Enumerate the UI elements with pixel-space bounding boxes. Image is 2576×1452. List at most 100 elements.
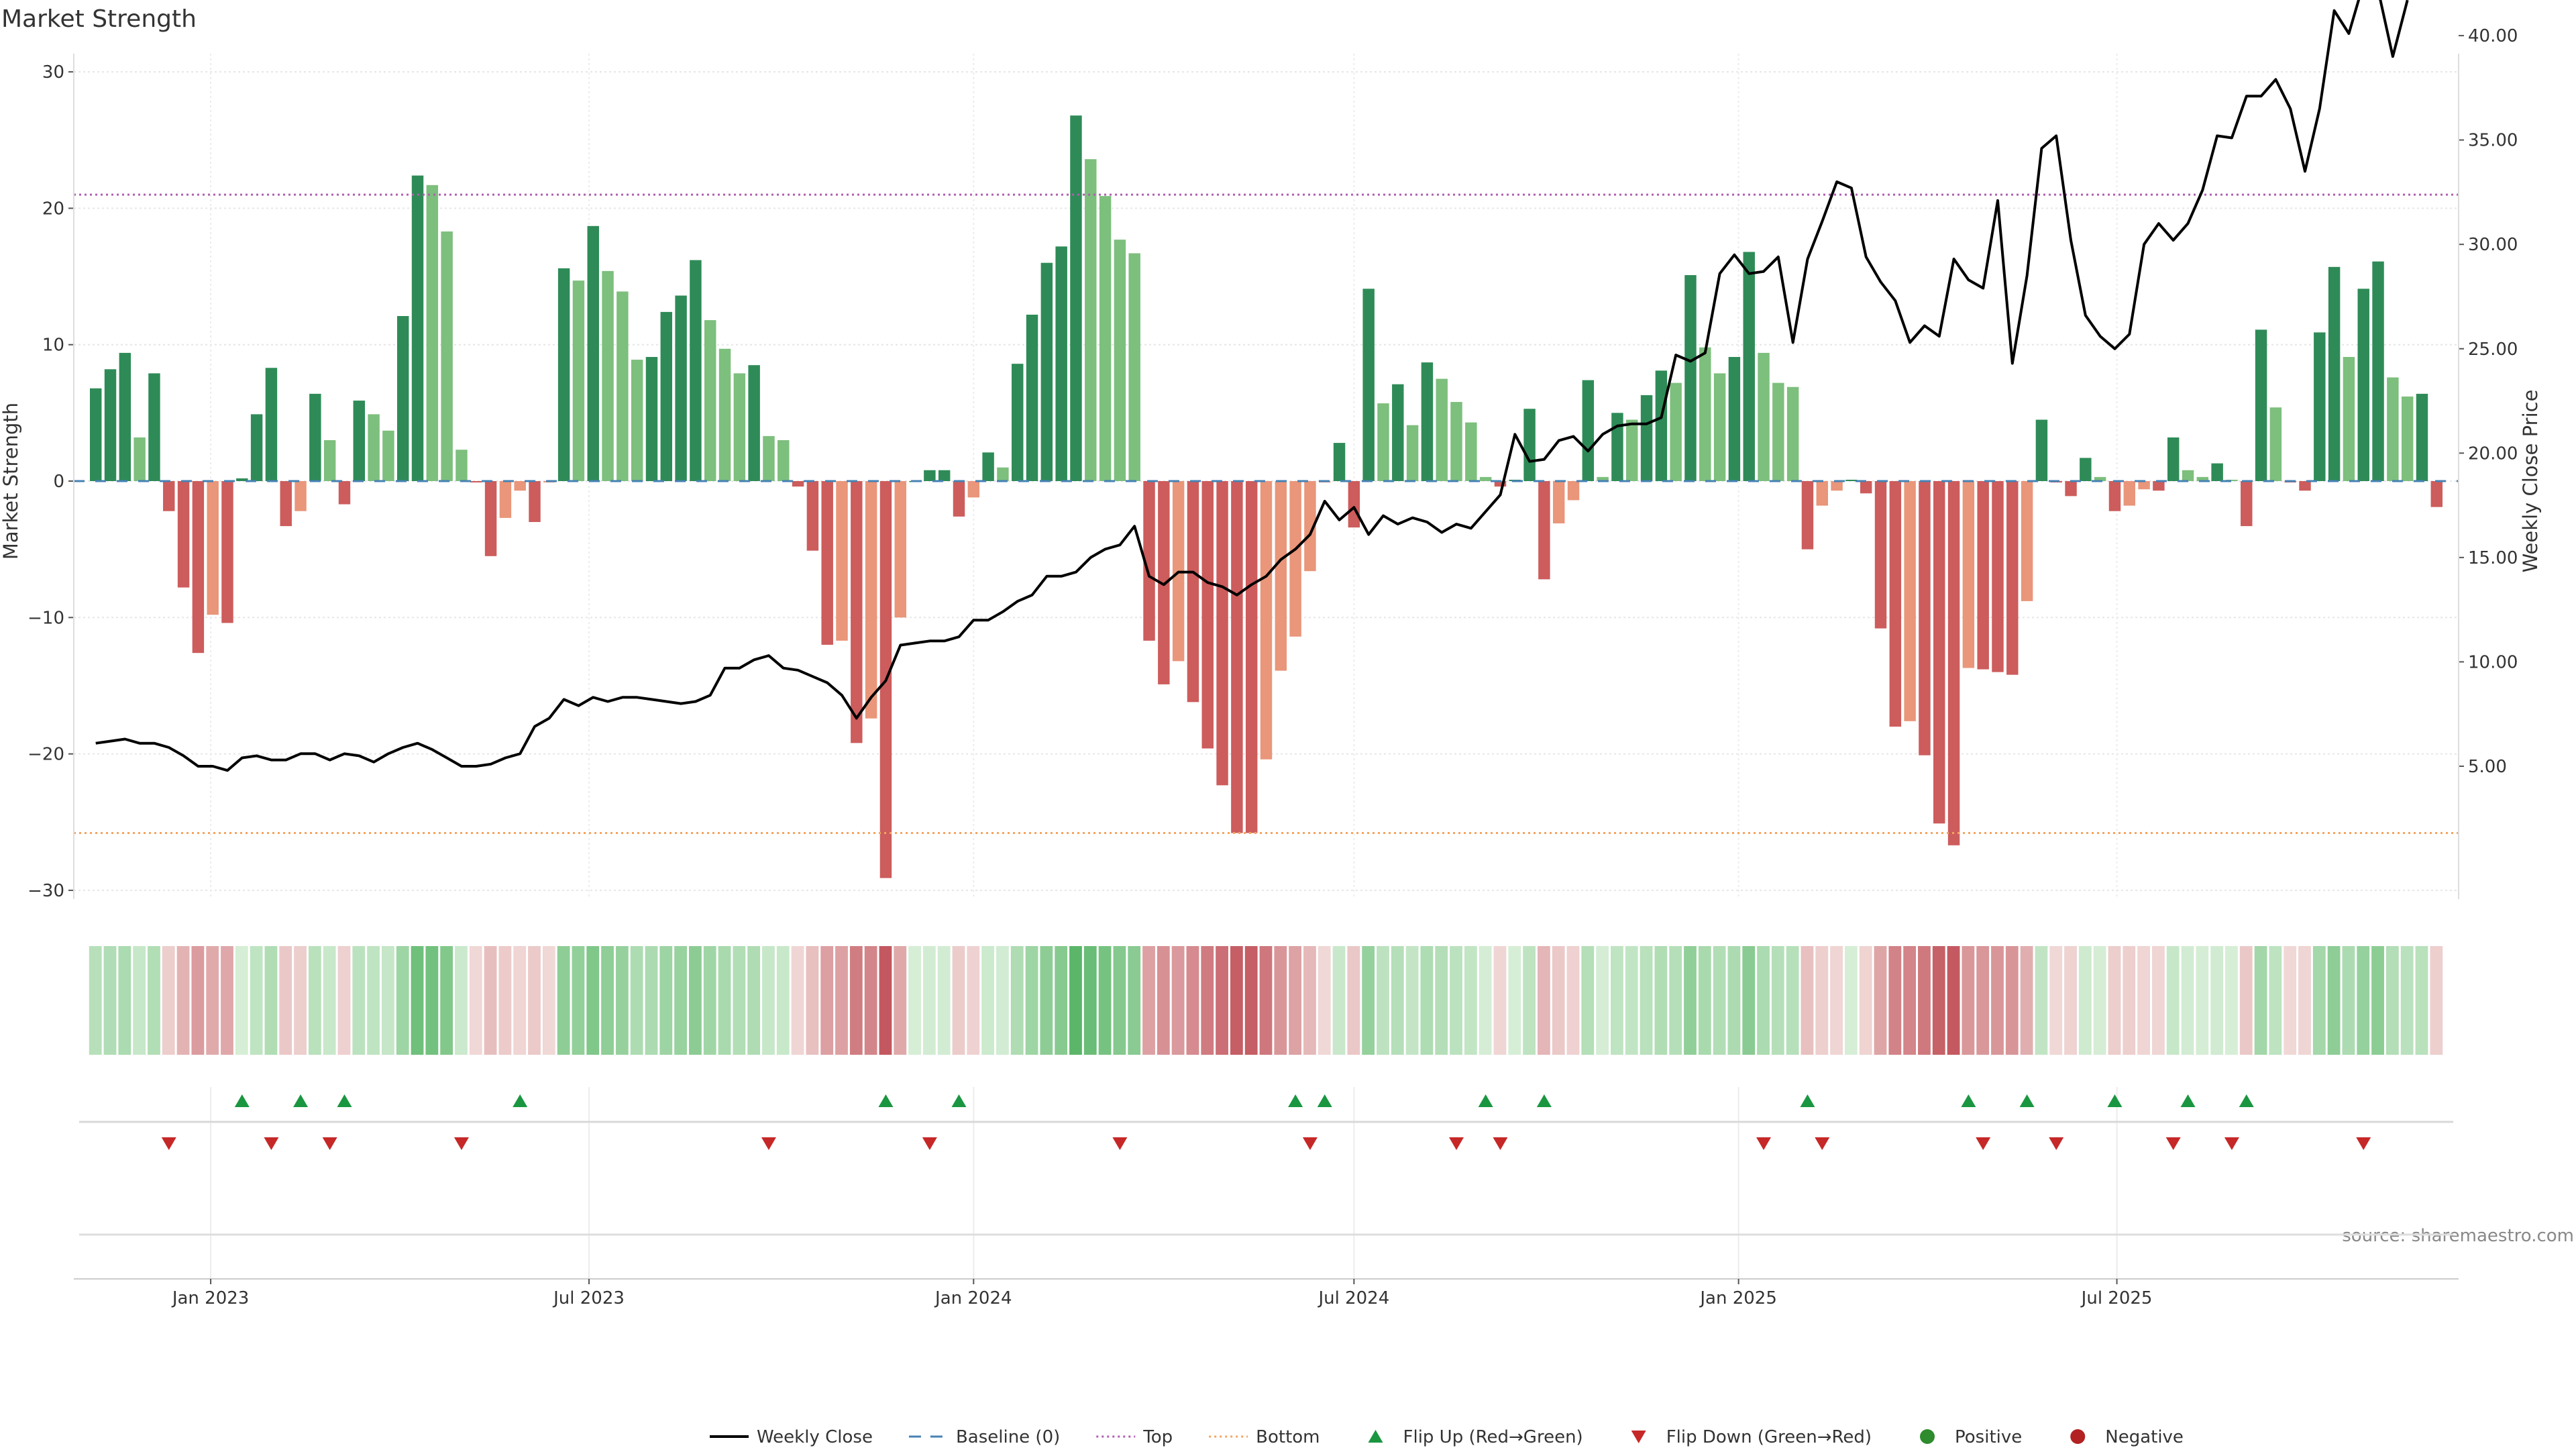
heat-cell <box>791 946 804 1055</box>
strength-bar <box>323 440 336 481</box>
heat-cell <box>279 946 292 1055</box>
heat-cell <box>630 946 643 1055</box>
strength-bar <box>1758 352 1770 481</box>
heat-cell <box>1640 946 1653 1055</box>
heat-cell <box>1903 946 1917 1055</box>
strength-bar <box>1772 382 1784 481</box>
strength-bar <box>1421 362 1434 481</box>
heat-cell <box>1025 946 1038 1055</box>
strength-bar <box>368 414 380 481</box>
flip-down-marker <box>1493 1137 1508 1150</box>
heat-cell <box>1171 946 1185 1055</box>
heat-cell <box>967 946 980 1055</box>
strength-bar <box>587 225 599 481</box>
legend-item: Bottom <box>1209 1427 1320 1447</box>
heat-cell <box>1055 946 1068 1055</box>
heat-cell <box>1420 946 1434 1055</box>
strength-bar <box>280 481 292 527</box>
heat-cell <box>1611 946 1623 1055</box>
strength-bar <box>1567 481 1580 501</box>
strength-bar <box>1977 481 1989 670</box>
heat-cell <box>1991 946 2004 1055</box>
heat-cell <box>1976 946 1990 1055</box>
strength-bar <box>1158 481 1170 684</box>
flip-down-marker <box>264 1137 279 1150</box>
heat-cell <box>221 946 233 1055</box>
strength-bar <box>2255 329 2267 481</box>
heat-cell <box>1201 946 1214 1055</box>
heat-cell <box>2005 946 2019 1055</box>
strength-bar <box>1611 413 1623 481</box>
strength-bar <box>411 175 424 481</box>
flip-up-marker <box>2019 1094 2035 1107</box>
heat-cell <box>2064 946 2077 1055</box>
strength-bar <box>2357 289 2369 481</box>
heat-cell <box>981 946 995 1055</box>
heat-cell <box>894 946 907 1055</box>
heat-cell <box>2166 946 2180 1055</box>
strength-bar <box>441 231 453 481</box>
heat-cell <box>2400 946 2414 1055</box>
strength-bar <box>1143 481 1155 641</box>
strength-bar <box>690 260 702 481</box>
heat-cell <box>440 946 453 1055</box>
strength-bar <box>148 373 160 481</box>
heat-cell <box>1596 946 1609 1055</box>
heat-cell <box>382 946 394 1055</box>
heat-cell <box>586 946 600 1055</box>
flip-up-marker <box>293 1094 309 1107</box>
heat-cell <box>2108 946 2121 1055</box>
strength-bar <box>1436 378 1448 481</box>
heat-cell <box>1289 946 1302 1055</box>
heat-cell <box>1113 946 1126 1055</box>
heat-cell <box>1947 946 1960 1055</box>
flip-up-marker <box>1478 1094 1493 1107</box>
strength-bar <box>426 185 439 481</box>
heat-cell <box>718 946 731 1055</box>
heat-cell <box>1669 946 1682 1055</box>
flip-down-marker <box>1449 1137 1464 1150</box>
flip-up-marker <box>2239 1094 2254 1107</box>
y-axis-label-right: Weekly Close Price <box>2519 390 2542 573</box>
strength-bar <box>1377 403 1389 481</box>
heat-cell <box>2357 946 2370 1055</box>
strength-bar <box>660 311 673 481</box>
strength-bar <box>2167 437 2180 481</box>
strength-bar <box>1479 476 1492 481</box>
y-tick-label-right: 40.00 <box>2468 26 2518 46</box>
strength-bar <box>704 320 716 481</box>
heat-cell <box>1786 946 1799 1055</box>
strength-bar <box>1289 481 1301 637</box>
heat-cell <box>1566 946 1580 1055</box>
x-tick-label: Jul 2025 <box>2080 1288 2153 1308</box>
strength-bar <box>1012 364 1024 481</box>
heat-cell <box>1537 946 1550 1055</box>
heat-cell <box>294 946 307 1055</box>
heat-cell <box>250 946 263 1055</box>
y-tick-label-right: 5.00 <box>2468 757 2507 777</box>
x-axis: Jan 2023 Jul 2023 Jan 2024 Jul 2024 Jan 2025… <box>74 1233 2459 1308</box>
strength-bar <box>2226 479 2238 481</box>
strength-bar <box>557 268 570 481</box>
strength-bar <box>777 440 790 481</box>
y-tick-label-left: −10 <box>28 608 64 628</box>
strength-bar <box>2328 266 2341 481</box>
strength-bar <box>806 481 819 551</box>
strength-bar <box>2416 393 2428 481</box>
heat-cell <box>542 946 555 1055</box>
heat-cell <box>1801 946 1814 1055</box>
heat-cell <box>1523 946 1536 1055</box>
heat-cell <box>148 946 160 1055</box>
strength-bar <box>1406 425 1419 481</box>
strength-heatmap <box>89 946 2443 1055</box>
heat-cell <box>1552 946 1565 1055</box>
heat-cell <box>2239 946 2253 1055</box>
heat-cell <box>1698 946 1711 1055</box>
heat-cell <box>1069 946 1082 1055</box>
heat-cell <box>601 946 614 1055</box>
heat-cell <box>1362 946 1375 1055</box>
heat-cell <box>1493 946 1507 1055</box>
strength-bar <box>1040 262 1053 481</box>
